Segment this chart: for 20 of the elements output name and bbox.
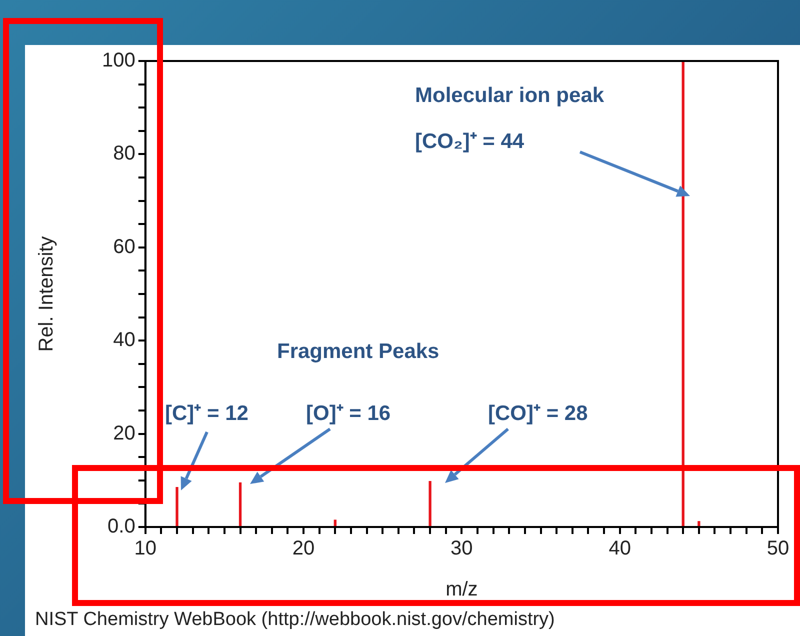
x-tick-label: 50: [766, 538, 790, 560]
y-tick-label: 80: [113, 142, 136, 165]
annotation: [C]⁺ = 12: [165, 401, 248, 426]
y-tick-label: 60: [113, 236, 136, 258]
annotation: [CO]⁺ = 28: [488, 401, 588, 426]
y-tick-label: 100: [102, 50, 136, 72]
x-tick-label: 20: [292, 538, 315, 560]
annotation: [O]⁺ = 16: [306, 401, 391, 426]
x-axis-title: m/z: [446, 578, 478, 601]
annotation: Molecular ion peak: [415, 84, 604, 108]
annotation: [CO₂]⁺ = 44: [415, 129, 524, 154]
annotation: Fragment Peaks: [277, 340, 440, 364]
x-tick-label: 40: [608, 538, 631, 560]
x-tick-label: 30: [450, 538, 473, 560]
y-tick-label: 20: [113, 422, 136, 444]
y-axis-title: Rel. Intensity: [36, 236, 58, 352]
x-tick-label: 10: [134, 538, 156, 560]
y-tick-label: 40: [113, 329, 136, 352]
y-tick-label: 0.0: [108, 516, 136, 538]
text: NIST Chemistry WebBook (http://webbook.nist.gov/chemistry): [35, 609, 555, 631]
